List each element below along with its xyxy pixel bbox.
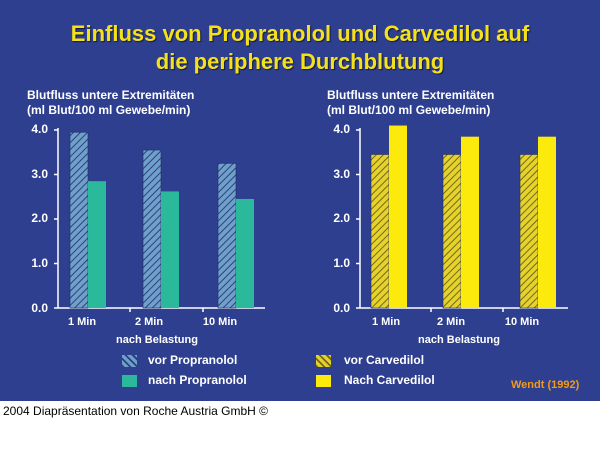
left-ylabel-line-1: Blutfluss untere Extremitäten xyxy=(27,88,195,102)
right-xcat-3: 10 Min xyxy=(504,316,540,328)
left-bar-vor-propranolol-1-min xyxy=(69,131,89,309)
right-ylabel-line-1: Blutfluss untere Extremitäten xyxy=(327,88,495,102)
right-ytick-3: 3.0 xyxy=(333,167,350,181)
right-bar-nach-carvedilol-1-min xyxy=(389,125,407,308)
right-ytick-2: 2.0 xyxy=(333,211,350,225)
right-xlabel: nach Belastung xyxy=(418,334,500,346)
right-ytick-4: 4.0 xyxy=(333,122,350,136)
right-xcat-2: 2 Min xyxy=(436,316,466,328)
right-bar-nach-carvedilol-10-min xyxy=(538,136,556,308)
title-line-1: Einfluss von Propranolol und Carvedilol … xyxy=(70,21,530,46)
left-bar-vor-propranolol-10-min xyxy=(217,163,237,309)
right-xcat-1: 1 Min xyxy=(371,316,401,328)
left-xlabel: nach Belastung xyxy=(116,334,198,346)
right-bar-vor-carvedilol-10-min xyxy=(519,154,539,309)
left-xcat-3: 10 Min xyxy=(202,316,238,328)
left-bar-vor-propranolol-2-min xyxy=(142,149,162,309)
left-ytick-4: 4.0 xyxy=(31,122,48,136)
title-line-2: die periphere Durchblutung xyxy=(155,49,445,74)
left-bar-nach-propranolol-1-min xyxy=(88,181,106,308)
source-citation: Wendt (1992) xyxy=(511,379,580,391)
right-bar-vor-carvedilol-2-min xyxy=(442,154,462,309)
legend-swatch-nach-propranolol xyxy=(122,375,137,387)
legend-swatch-nach-carvedilol xyxy=(316,375,331,387)
legend-label-vor-carvedilol: vor Carvedilol xyxy=(344,353,425,367)
footer-credit: 2004 Diapräsentation von Roche Austria G… xyxy=(3,404,268,418)
right-ytick-0: 0.0 xyxy=(333,301,350,315)
left-xcat-2: 2 Min xyxy=(134,316,164,328)
legend-swatch-vor-carvedilol xyxy=(316,355,331,367)
left-ylabel-line-2: (ml Blut/100 ml Gewebe/min) xyxy=(27,103,191,117)
right-bar-vor-carvedilol-1-min xyxy=(370,154,390,309)
left-bar-nach-propranolol-10-min xyxy=(236,198,254,308)
legend-label-vor-propranolol: vor Propranolol xyxy=(148,353,238,367)
left-ylabel: Blutfluss untere Extremitäten (ml Blut/1… xyxy=(27,88,194,118)
left-ytick-3: 3.0 xyxy=(31,167,48,181)
legend-swatch-vor-propranolol xyxy=(122,355,137,367)
right-ylabel: Blutfluss untere Extremitäten (ml Blut/1… xyxy=(327,88,494,118)
slide: Einfluss von Propranolol und Carvedilol … xyxy=(0,0,600,401)
right-bar-nach-carvedilol-2-min xyxy=(461,136,479,308)
left-ytick-1: 1.0 xyxy=(31,256,48,270)
slide-title: Einfluss von Propranolol und Carvedilol … xyxy=(0,20,600,76)
right-ylabel-line-2: (ml Blut/100 ml Gewebe/min) xyxy=(327,103,491,117)
right-ytick-1: 1.0 xyxy=(333,256,350,270)
charts-canvas xyxy=(54,125,568,312)
left-chart-bars xyxy=(69,131,254,309)
left-ytick-2: 2.0 xyxy=(31,211,48,225)
legend-label-nach-propranolol: nach Propranolol xyxy=(148,373,247,387)
left-ytick-0: 0.0 xyxy=(31,301,48,315)
left-bar-nach-propranolol-2-min xyxy=(161,191,179,308)
left-xcat-1: 1 Min xyxy=(67,316,97,328)
right-chart-bars xyxy=(370,125,556,309)
legend-label-nach-carvedilol: Nach Carvedilol xyxy=(344,373,435,387)
